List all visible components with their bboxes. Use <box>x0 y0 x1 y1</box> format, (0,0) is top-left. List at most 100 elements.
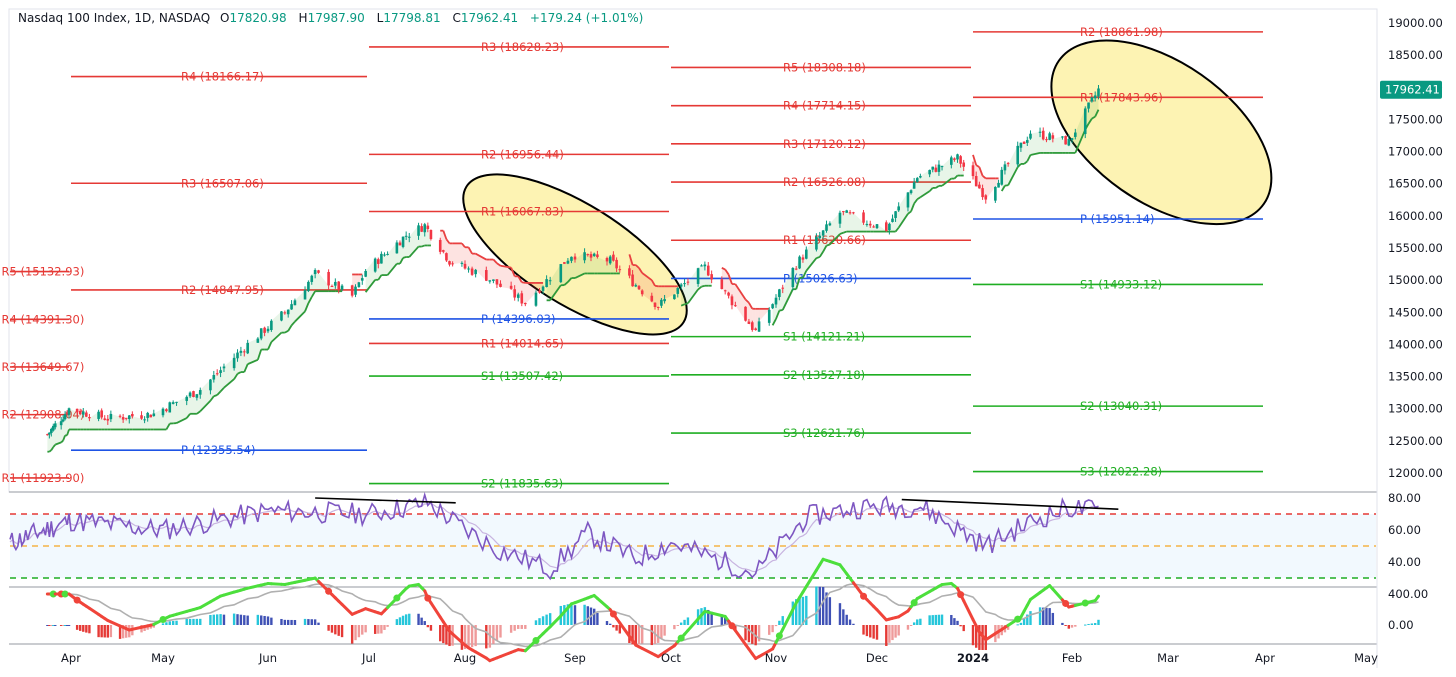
supertrend-line <box>377 274 383 281</box>
macd-histogram-bar <box>423 621 426 625</box>
supertrend-fill <box>725 269 729 296</box>
supertrend-line <box>953 174 959 180</box>
candle-body <box>931 166 935 170</box>
supertrend-line <box>701 284 706 288</box>
macd-histogram-bar <box>121 625 125 639</box>
candle-body <box>236 352 239 359</box>
macd-histogram-bar <box>287 619 290 625</box>
price-axis-tick-label: 18500.00 <box>1388 48 1443 62</box>
pivot-level-label: P (14396.03) <box>481 312 555 326</box>
candle-body <box>663 299 666 302</box>
macd-line-segment <box>1028 590 1042 601</box>
supertrend-line <box>563 281 569 286</box>
macd-line-segment <box>175 609 189 616</box>
supertrend-line <box>270 331 283 343</box>
supertrend-fill <box>101 417 105 430</box>
candle-body <box>845 210 848 213</box>
macd-line-segment <box>875 608 888 622</box>
supertrend-fill <box>735 284 746 321</box>
supertrend-fill <box>932 166 936 188</box>
time-axis-tick-label: May <box>1354 651 1378 665</box>
macd-histogram-bar <box>330 625 334 633</box>
rsi-divergence-line <box>315 497 456 504</box>
supertrend-line <box>822 245 828 253</box>
macd-histogram-bar <box>734 625 737 630</box>
macd-histogram-bar <box>192 618 195 625</box>
supertrend-line <box>399 257 404 265</box>
price-axis-tick-label: 19000.00 <box>1388 16 1443 30</box>
supertrend-line <box>237 371 242 375</box>
supertrend-fill <box>77 412 81 430</box>
macd-histogram-bar <box>805 595 808 625</box>
supertrend-line <box>310 290 316 298</box>
supertrend-fill <box>468 247 473 275</box>
macd-histogram-bar <box>538 618 541 625</box>
supertrend-line <box>1087 118 1093 125</box>
candle-body <box>640 290 644 295</box>
candle-body <box>915 178 919 183</box>
candle-body <box>212 375 216 380</box>
supertrend-line <box>727 274 733 285</box>
supertrend-fill <box>866 223 871 232</box>
macd-histogram-bar <box>641 625 644 644</box>
supertrend-line <box>721 266 726 271</box>
supertrend-fill <box>86 416 90 430</box>
candle-body <box>631 274 634 287</box>
macd-histogram-bar <box>188 618 192 625</box>
macd-histogram-bar <box>869 625 872 638</box>
supertrend-line <box>894 227 900 233</box>
macd-histogram-bar <box>420 617 423 625</box>
macd-histogram-bar <box>865 625 869 637</box>
price-axis-tick-label: 16000.00 <box>1388 209 1443 223</box>
macd-histogram-bar <box>383 625 386 630</box>
macd-histogram-bar <box>1084 624 1087 626</box>
supertrend-line <box>421 244 426 248</box>
macd-histogram-bar <box>978 625 981 650</box>
supertrend-line <box>982 175 987 180</box>
supertrend-fill <box>1043 139 1047 153</box>
pivot-level-label: R1 (15620.66) <box>783 233 866 247</box>
macd-histogram-bar <box>109 625 113 638</box>
supertrend-fill <box>80 411 84 430</box>
macd-histogram-bar <box>517 625 520 629</box>
macd-line-segment <box>130 625 144 631</box>
macd-histogram-bar <box>75 625 79 630</box>
macd-histogram-bar <box>65 625 69 626</box>
candle-body <box>103 418 107 420</box>
macd-histogram-bar <box>303 618 307 625</box>
candle-body <box>259 328 263 339</box>
macd-histogram-bar <box>350 625 354 644</box>
low-value: 17798.81 <box>383 11 441 25</box>
macd-histogram-bar <box>219 614 222 625</box>
macd-histogram-bar <box>940 614 944 625</box>
candle-body <box>634 285 638 287</box>
candle-body <box>615 259 618 269</box>
supertrend-line <box>638 267 643 274</box>
macd-histogram-bar <box>67 625 71 626</box>
candle-body <box>706 265 710 276</box>
high-value: 17987.90 <box>307 11 365 25</box>
candle-body <box>1093 95 1097 99</box>
macd-line-segment <box>498 650 513 659</box>
supertrend-fill <box>284 309 289 333</box>
pivot-level-label: R4 (14391.30) <box>2 312 85 326</box>
macd-histogram-bar <box>795 599 798 625</box>
supertrend-line <box>897 213 909 229</box>
candle-body <box>303 290 307 300</box>
macd-histogram-bar <box>283 619 287 625</box>
macd-histogram-bar <box>912 622 916 625</box>
macd-line-segment <box>710 611 724 618</box>
candle-body <box>794 268 798 270</box>
candle-body <box>862 212 865 223</box>
candle-body <box>1067 138 1071 146</box>
candle-body <box>340 285 344 290</box>
supertrend-fill <box>449 243 453 265</box>
candle-body <box>290 304 293 310</box>
macd-histogram-bar <box>52 625 55 626</box>
candle-body <box>283 312 287 314</box>
candle-body <box>100 410 103 418</box>
supertrend-fill <box>853 212 864 232</box>
candle-body <box>429 229 433 240</box>
candle-body <box>679 284 683 287</box>
candle-body <box>195 394 199 398</box>
